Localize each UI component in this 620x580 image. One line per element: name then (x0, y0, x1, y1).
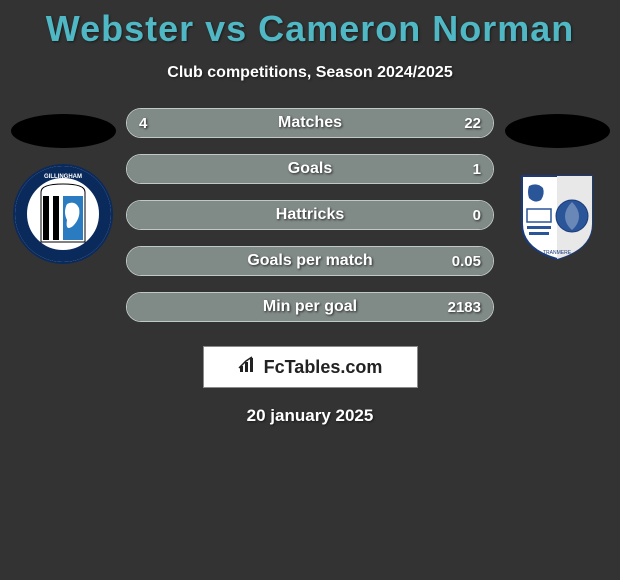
gillingham-badge-icon: GILLINGHAM (13, 164, 113, 264)
left-player-col: GILLINGHAM (8, 108, 118, 264)
stat-row-goals: Goals 1 (126, 154, 494, 184)
stat-label: Min per goal (263, 298, 357, 316)
stats-column: 4 Matches 22 Goals 1 Hattricks 0 Goa (118, 108, 502, 338)
stat-label: Goals (288, 160, 332, 178)
club-logo-right: TRANMERE (507, 164, 607, 264)
stat-fill-left (127, 109, 182, 137)
infographic-container: Webster vs Cameron Norman Club competiti… (0, 0, 620, 426)
stat-val-right: 1 (473, 161, 481, 178)
stat-val-right: 22 (464, 115, 481, 132)
tranmere-badge-icon: TRANMERE (507, 164, 607, 264)
stat-val-right: 2183 (448, 299, 481, 316)
chart-icon (238, 356, 258, 379)
svg-text:GILLINGHAM: GILLINGHAM (44, 174, 82, 180)
stat-label: Hattricks (276, 206, 344, 224)
main-area: GILLINGHAM 4 Matches 22 Goals 1 (0, 108, 620, 338)
player-shadow-left (11, 114, 116, 148)
page-title: Webster vs Cameron Norman (0, 8, 620, 50)
stat-label: Matches (278, 114, 342, 132)
date-line: 20 january 2025 (0, 406, 620, 426)
stat-row-goals-per-match: Goals per match 0.05 (126, 246, 494, 276)
page-subtitle: Club competitions, Season 2024/2025 (0, 64, 620, 82)
stat-label: Goals per match (247, 252, 372, 270)
stat-val-left: 4 (139, 115, 147, 132)
stat-row-min-per-goal: Min per goal 2183 (126, 292, 494, 322)
stat-val-right: 0 (473, 207, 481, 224)
stat-row-hattricks: Hattricks 0 (126, 200, 494, 230)
club-logo-left: GILLINGHAM (13, 164, 113, 264)
watermark: FcTables.com (203, 346, 418, 388)
watermark-text: FcTables.com (264, 357, 383, 378)
svg-text:TRANMERE: TRANMERE (543, 250, 572, 256)
right-player-col: TRANMERE (502, 108, 612, 264)
player-shadow-right (505, 114, 610, 148)
stat-row-matches: 4 Matches 22 (126, 108, 494, 138)
stat-val-right: 0.05 (452, 253, 481, 270)
